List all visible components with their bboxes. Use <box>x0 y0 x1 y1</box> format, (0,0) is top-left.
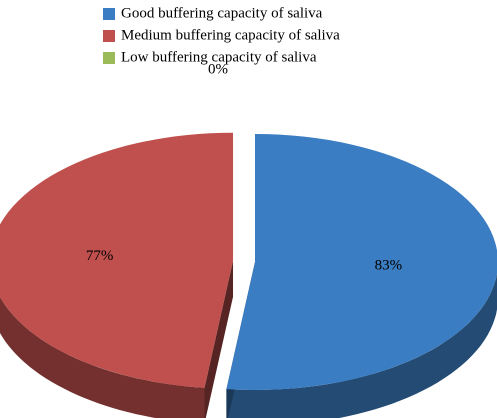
data-label: 77% <box>86 248 114 264</box>
legend-label: Good buffering capacity of saliva <box>121 5 323 21</box>
legend-swatch <box>103 52 115 64</box>
legend-swatch <box>103 8 115 20</box>
slice-side <box>0 297 205 418</box>
slice <box>226 134 497 390</box>
legend-label: Low buffering capacity of saliva <box>121 49 317 65</box>
slice-wall <box>204 260 234 418</box>
slice-side <box>226 273 497 418</box>
slice <box>0 132 234 388</box>
legend-label: Medium buffering capacity of saliva <box>121 27 340 43</box>
data-label: 83% <box>375 258 403 274</box>
data-label: 0% <box>208 62 228 78</box>
legend-swatch <box>103 30 115 42</box>
